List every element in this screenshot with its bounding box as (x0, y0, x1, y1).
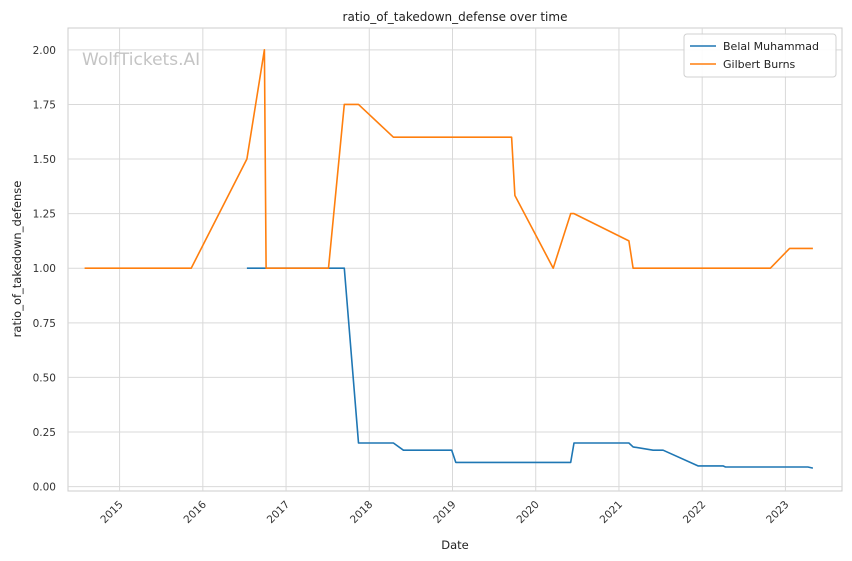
y-tick-label: 0.25 (33, 427, 56, 439)
y-tick-label: 0.00 (33, 482, 56, 494)
x-tick-label: 2019 (431, 499, 458, 526)
x-tick-label: 2020 (514, 499, 541, 526)
x-tick-label: 2018 (348, 499, 375, 526)
chart-title: ratio_of_takedown_defense over time (343, 10, 568, 24)
y-tick-label: 0.75 (33, 318, 56, 330)
legend-label-gilbert-burns: Gilbert Burns (723, 58, 796, 71)
x-axis-label: Date (441, 538, 469, 552)
x-tick-label: 2022 (681, 499, 708, 526)
series-line-gilbert-burns (84, 48, 813, 270)
legend: Belal Muhammad Gilbert Burns (683, 33, 837, 78)
series-line-belal-muhammad (246, 267, 814, 469)
y-tick-label: 1.25 (33, 209, 56, 221)
x-tick-label: 2016 (182, 498, 210, 526)
x-tick-label: 2017 (265, 499, 292, 526)
y-tick-label: 2.00 (33, 45, 56, 57)
x-tick-label: 2015 (98, 499, 125, 526)
legend-label-belal-muhammad: Belal Muhammad (723, 40, 819, 53)
y-tick-label: 1.75 (33, 99, 56, 111)
legend-box (683, 33, 837, 78)
y-tick-label: 1.50 (33, 154, 56, 166)
plot-area (67, 27, 843, 492)
y-tick-label: 1.00 (33, 263, 56, 275)
watermark: WolfTickets.AI (82, 50, 200, 70)
x-tick-label: 2021 (598, 499, 625, 526)
grid (68, 28, 842, 491)
y-tick-label: 0.50 (33, 372, 56, 384)
x-tick-label: 2023 (764, 499, 791, 526)
series-lines (84, 48, 814, 469)
y-axis-label: ratio_of_takedown_defense (10, 181, 24, 338)
